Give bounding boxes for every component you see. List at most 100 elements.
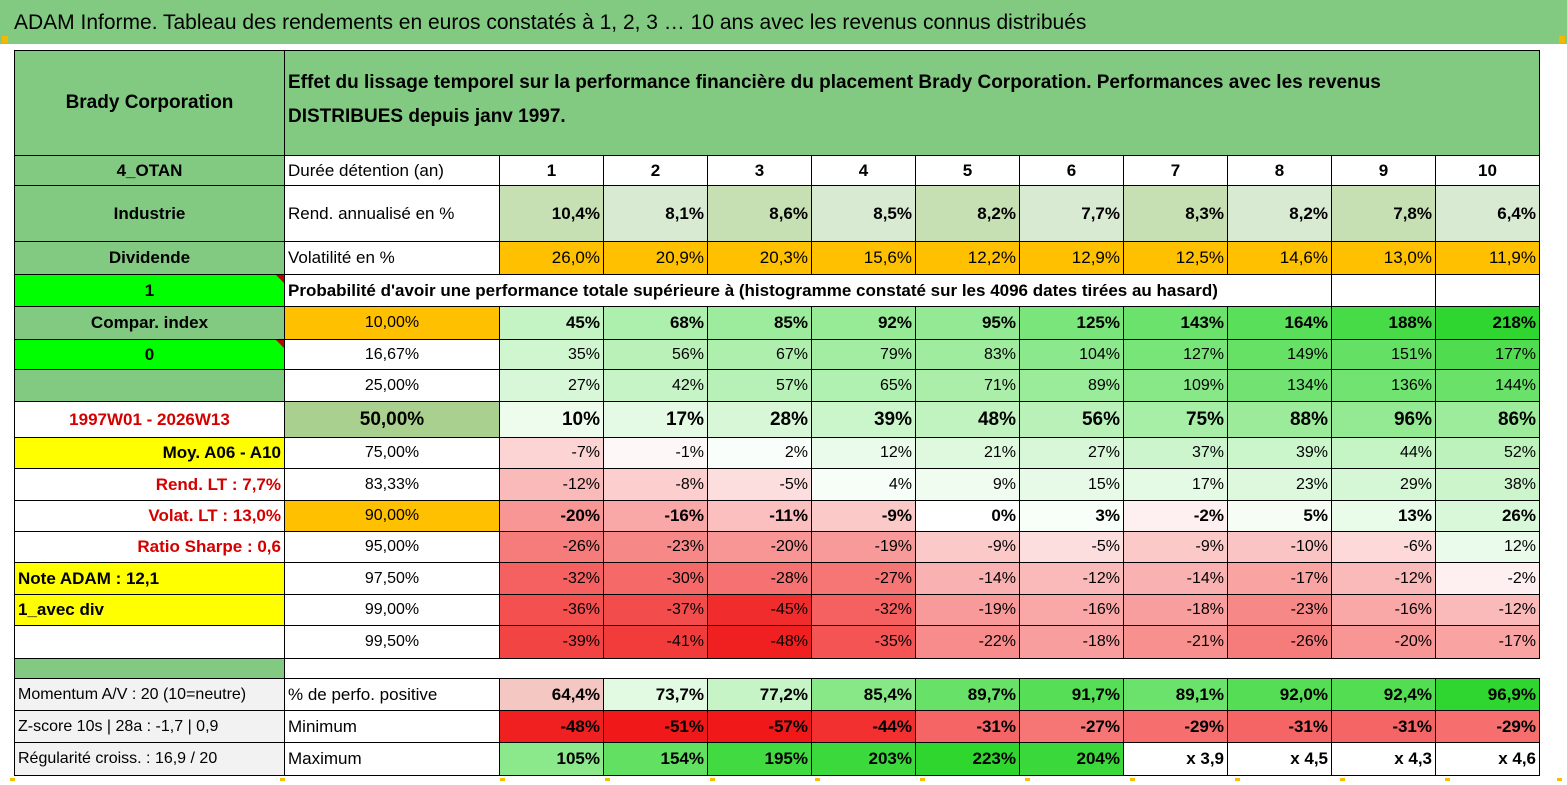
percentile-value: -19% [915, 594, 1020, 626]
percentile-value: -30% [603, 562, 708, 595]
percentile-value: -16% [1019, 594, 1124, 626]
percentile-value: -18% [1019, 625, 1124, 659]
empty-cell [1331, 274, 1436, 307]
side-label: Moy. A06 - A10 [14, 437, 285, 469]
stat-value: -57% [707, 710, 812, 743]
year-header: 1 [499, 155, 604, 186]
side-label: Note ADAM : 12,1 [14, 562, 285, 595]
percentile-value: 86% [1435, 401, 1540, 438]
percentile-value: 3% [1019, 500, 1124, 532]
percentile-value: 52% [1435, 437, 1540, 469]
stat-value: x 4,3 [1331, 742, 1436, 776]
year-header: 4 [811, 155, 916, 186]
percentile-value: 188% [1331, 306, 1436, 340]
percentile-value: -12% [1435, 594, 1540, 626]
percentile-value: 79% [811, 339, 916, 370]
percentile-value: 127% [1123, 339, 1228, 370]
stat-value: 89,7% [915, 678, 1020, 711]
description-line: Effet du lissage temporel sur la perform… [288, 72, 1381, 93]
empty-cell [1435, 274, 1540, 307]
vol-value: 11,9% [1435, 241, 1540, 275]
year-header: 7 [1123, 155, 1228, 186]
spacer-cell [284, 658, 1540, 679]
stat-value: -31% [915, 710, 1020, 743]
stat-value: -44% [811, 710, 916, 743]
percentile-value: 144% [1435, 369, 1540, 402]
percentile-value: -12% [1331, 562, 1436, 595]
flag-value: 1 [14, 274, 285, 307]
cell-marker [815, 778, 820, 781]
rend-value: 6,4% [1435, 185, 1540, 242]
percentile-value: 149% [1227, 339, 1332, 370]
percentile-value: 45% [499, 306, 604, 340]
stat-value: 96,9% [1435, 678, 1540, 711]
percentile-value: 12% [811, 437, 916, 469]
cell-marker [1235, 778, 1240, 781]
rend-value: 7,7% [1019, 185, 1124, 242]
vol-value: 12,5% [1123, 241, 1228, 275]
header-row: Brady Corporation Effet du lissage tempor… [14, 50, 1540, 156]
percentile-value: -7% [499, 437, 604, 469]
percentile-value: 75% [1123, 401, 1228, 438]
percentile-value: -14% [915, 562, 1020, 595]
percentile-value: -21% [1123, 625, 1228, 659]
percentile-value: -9% [811, 500, 916, 532]
percentile-value: -39% [499, 625, 604, 659]
percentile-value: 125% [1019, 306, 1124, 340]
stat-value: 73,7% [603, 678, 708, 711]
percentile-value: -2% [1123, 500, 1228, 532]
percentile-value: 65% [811, 369, 916, 402]
percentile-label: 90,00% [284, 500, 500, 532]
percentile-value: 17% [1123, 468, 1228, 501]
percentile-value: 48% [915, 401, 1020, 438]
percentile-value: 39% [1227, 437, 1332, 469]
percentile-value: -32% [811, 594, 916, 626]
spacer-row [14, 658, 1540, 679]
percentile-value: -26% [1227, 625, 1332, 659]
spacer-cell [14, 658, 285, 679]
vol-value: 13,0% [1331, 241, 1436, 275]
percentile-value: -20% [707, 531, 812, 563]
percentile-value: 28% [707, 401, 812, 438]
percentile-label: 99,00% [284, 594, 500, 626]
rend-row: Industrie Rend. annualisé en % 10,4% 8,1% 8,… [14, 185, 1540, 242]
company-name: Brady Corporation [14, 50, 285, 156]
percentile-value: 164% [1227, 306, 1332, 340]
side-label [14, 625, 285, 659]
percentile-value: -8% [603, 468, 708, 501]
percentile-value: -41% [603, 625, 708, 659]
percentile-value: 89% [1019, 369, 1124, 402]
percentile-value: -23% [603, 531, 708, 563]
vol-value: 15,6% [811, 241, 916, 275]
cell-marker [1025, 778, 1030, 781]
percentile-value: -14% [1123, 562, 1228, 595]
percentile-value: 12% [1435, 531, 1540, 563]
stat-value: x 4,6 [1435, 742, 1540, 776]
percentile-value: -26% [499, 531, 604, 563]
cell-marker [605, 778, 610, 781]
rend-value: 8,5% [811, 185, 916, 242]
vol-value: 12,9% [1019, 241, 1124, 275]
cell-marker [280, 778, 285, 781]
stat-value: 77,2% [707, 678, 812, 711]
prob-title: Probabilité d'avoir une performance tota… [284, 274, 1332, 307]
percentile-row: 25,00% 27% 42% 57% 65% 71% 89% 109% 134% 136% 144% [14, 369, 1540, 402]
percentile-value: 21% [915, 437, 1020, 469]
description-line: DISTRIBUES depuis janv 1997. [288, 106, 566, 127]
stat-value: 85,4% [811, 678, 916, 711]
percentile-label: 97,50% [284, 562, 500, 595]
percentile-label: 75,00% [284, 437, 500, 469]
percentile-value: -19% [811, 531, 916, 563]
dividend-label: Dividende [14, 241, 285, 275]
percentile-value: -5% [707, 468, 812, 501]
stat-value: 204% [1019, 742, 1124, 776]
percentile-value: 29% [1331, 468, 1436, 501]
stat-value: 105% [499, 742, 604, 776]
percentile-value: 15% [1019, 468, 1124, 501]
percentile-value: -20% [499, 500, 604, 532]
percentile-value: -12% [499, 468, 604, 501]
percentile-value: 109% [1123, 369, 1228, 402]
percentile-value: 92% [811, 306, 916, 340]
year-header: 10 [1435, 155, 1540, 186]
percentile-value: 68% [603, 306, 708, 340]
